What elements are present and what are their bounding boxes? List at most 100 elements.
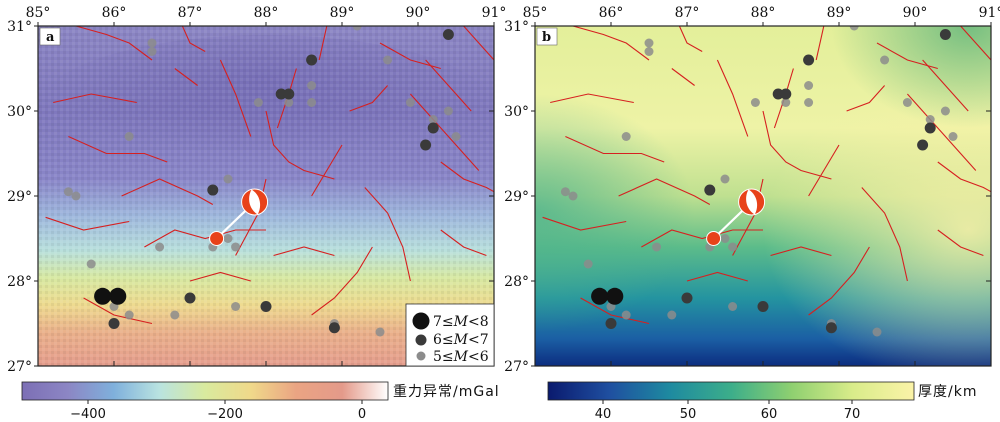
fault-trace: [960, 26, 991, 61]
legend-marker-medium: [415, 334, 427, 346]
epicenter-m5: [307, 98, 317, 107]
lat-tick-label: 30°: [7, 104, 32, 120]
fault-trace: [440, 229, 487, 257]
epicenter-m5: [147, 47, 157, 56]
epicenter-m6: [772, 88, 784, 100]
fault-trace: [318, 26, 328, 61]
epicenter-m5: [720, 234, 730, 243]
legend-marker-large: [412, 312, 430, 330]
lon-tick-label: 90°: [903, 5, 928, 21]
fault-trace: [618, 178, 711, 205]
colorbar-thickness-title: 厚度/km: [918, 384, 977, 400]
colorbar-gravity-tick-neg200: −200: [207, 407, 243, 422]
epicenter-m6: [681, 292, 693, 304]
lat-tick-label: 29°: [7, 189, 32, 205]
epicenter-m5: [750, 98, 760, 107]
epicenter-m6: [260, 301, 272, 312]
fault-trace: [440, 161, 494, 193]
epicenter-m5: [71, 191, 81, 201]
epicenter-m6: [108, 318, 120, 329]
lon-tick-label: 91°: [482, 5, 507, 21]
panel-b-thickness-map: 85° 86° 87° 88° 89° 90° 91° 31° 30° 29° 28° 27° b 4…: [504, 5, 1000, 422]
fault-trace: [45, 216, 130, 231]
fault-trace: [75, 26, 153, 61]
fault-trace: [311, 246, 373, 316]
fault-trace: [580, 297, 650, 325]
fault-trace: [641, 229, 763, 248]
lon-tick-label: 88°: [751, 5, 776, 21]
mechanism-epicenter: [209, 231, 225, 246]
fault-trace: [265, 110, 335, 180]
epicenter-m5: [375, 327, 385, 337]
epicenter-m6: [306, 54, 318, 66]
legend-label-6-7: 6≤M<7: [433, 332, 489, 348]
lon-tick-label: 88°: [254, 5, 279, 21]
panel-letter-b: b: [542, 30, 551, 45]
colorbar-thickness-tick-50: 50: [680, 407, 697, 422]
lat-tick-label: 31°: [504, 19, 529, 35]
lon-tick-label: 87°: [675, 5, 700, 21]
epicenter-m5: [560, 187, 570, 197]
epicenter-m5: [720, 174, 730, 184]
lon-tick-label: 89°: [330, 5, 355, 21]
epicenter-m5: [667, 310, 677, 320]
colorbar-thickness-tick-70: 70: [844, 407, 861, 422]
fault-trace: [678, 26, 703, 52]
fault-trace: [808, 144, 840, 197]
epicenter-m5: [902, 98, 912, 107]
epicenter-m5: [804, 81, 814, 90]
lon-tick-label: 85°: [523, 5, 548, 21]
epicenter-m5: [86, 259, 96, 269]
epicenter-m5: [583, 259, 593, 269]
epicenter-m5: [925, 115, 935, 124]
lat-tick-label: 27°: [7, 359, 32, 375]
focal-mechanism: [706, 188, 766, 246]
fault-trace: [174, 68, 198, 86]
fault-trace: [311, 144, 343, 197]
epicenter-m5: [621, 132, 631, 141]
epicenter-m5: [231, 302, 241, 311]
epicenter-m7: [94, 287, 112, 305]
colorbar-thickness-tick-60: 60: [761, 407, 778, 422]
beachball-dilatation: [746, 189, 758, 215]
fault-trace: [219, 59, 252, 137]
axis-ticks-a: 85° 86° 87° 88° 89° 90° 91° 31° 30° 29° 28° 27°: [7, 5, 506, 375]
epicenter-m6: [427, 122, 439, 134]
fault-trace: [53, 93, 137, 104]
lat-tick-label: 30°: [504, 104, 529, 120]
epicenter-m6: [605, 318, 617, 329]
lat-tick-label: 27°: [504, 359, 529, 375]
epicenter-m5: [451, 132, 461, 141]
epicenter-m5: [443, 106, 453, 116]
epicenter-m5: [405, 98, 415, 107]
epicenter-m5: [781, 98, 791, 107]
epicenter-m6: [757, 301, 769, 312]
focal-mechanism: [209, 188, 269, 246]
lon-tick-label: 90°: [406, 5, 431, 21]
fault-trace: [425, 59, 472, 112]
epicenter-m5: [948, 132, 958, 141]
fault-trace: [409, 93, 480, 171]
legend-label-7-8: 7≤M<8: [433, 314, 489, 330]
epicenter-m6: [939, 29, 951, 40]
colorbar-gravity-tick-0: 0: [358, 407, 366, 422]
fault-trace: [565, 135, 665, 163]
lon-tick-label: 91°: [979, 5, 1000, 21]
epicenter-m5: [124, 310, 134, 320]
epicenter-m5: [728, 302, 738, 311]
fault-trace: [906, 93, 977, 171]
epicenter-m5: [307, 81, 317, 90]
fault-trace: [808, 246, 870, 316]
fault-trace: [550, 93, 634, 104]
epicenter-m5: [872, 327, 882, 337]
fault-trace: [770, 246, 832, 257]
epicenter-m6: [275, 88, 287, 100]
earthquake-epicenters: [560, 26, 958, 337]
epicenter-m5: [383, 55, 393, 65]
epicenter-m6: [780, 88, 792, 100]
fault-trace: [463, 26, 494, 61]
mechanism-epicenter: [706, 231, 722, 246]
earthquake-epicenters: [63, 26, 461, 337]
panel-a-gravity-map: 85° 86° 87° 88° 89° 90° 91° 31° 30° 29° 28° 27° a 7…: [7, 5, 506, 422]
epicenter-m6: [924, 122, 936, 134]
